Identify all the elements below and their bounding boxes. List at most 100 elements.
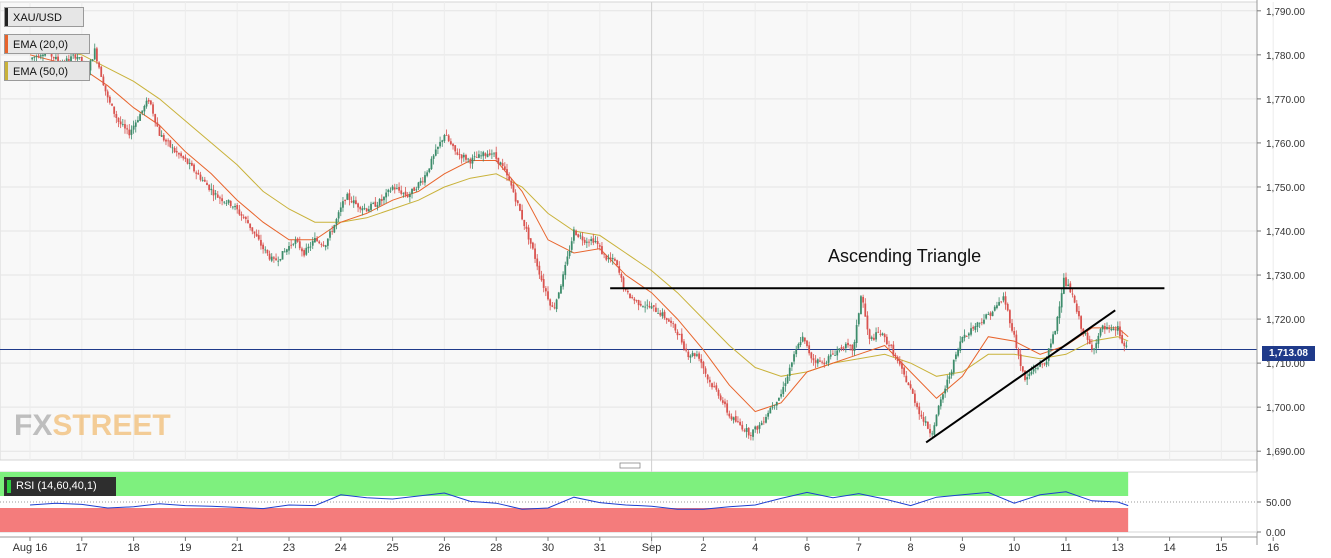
candle-body [1056,316,1059,332]
candle-body [873,337,875,340]
candle-body [646,304,649,306]
candle-body [721,400,724,403]
candle-body [147,99,150,102]
candle-body [704,368,707,374]
candle-body [240,214,243,216]
candle-body [894,354,897,357]
ema50-swatch [5,62,8,80]
candle-body [1052,334,1054,344]
candle-body [367,209,370,212]
candle-body [387,189,390,193]
candle-body [974,326,977,330]
candle-body [838,348,841,351]
candle-body [883,334,886,338]
candle-body [970,328,972,335]
candle-body [1067,284,1070,287]
price-tick-label: 1,740.00 [1266,227,1305,238]
candle-body [141,110,144,113]
symbol-legend[interactable]: XAU/USD [4,7,84,27]
candle-body [702,361,705,369]
candle-body [203,179,206,182]
candle-body [570,241,573,250]
candle-body [415,189,418,191]
candle-body [508,176,511,180]
candle-body [208,184,211,190]
candle-body [676,331,679,336]
candle-body [857,313,860,325]
ema50-legend[interactable]: EMA (50,0) [4,61,90,81]
candle-body [890,344,893,346]
price-axis: 1,690.00 1,700.00 1,710.00 1,720.00 1,730.00… [1256,0,1305,545]
candle-body [689,355,692,358]
candle-body [711,383,713,388]
candle-body [622,277,625,289]
candle-body [242,216,245,218]
time-tick-label: 11 [1060,542,1071,554]
time-tick-label: Sep [642,542,662,554]
candle-body [339,207,342,212]
candle-body [957,349,959,356]
candle-body [1112,329,1115,331]
candle-body [441,140,444,142]
candle-body [860,296,862,315]
candle-body [219,197,221,199]
candle-body [117,117,120,122]
candle-body [1121,335,1124,344]
candle-body [592,238,595,243]
price-tick-label: 1,730.00 [1266,271,1305,282]
pane-splitter-handle [619,462,641,469]
candle-body [765,417,767,423]
candle-body [996,305,998,309]
candle-body [225,202,228,204]
candle-body [998,302,1000,306]
candle-body [853,342,856,351]
candle-body [1045,361,1048,365]
candle-body [154,114,157,123]
time-tick-label: 21 [231,542,243,554]
candle-body [124,124,126,129]
rsi-legend[interactable]: RSI (14,60,40,1) [4,477,116,496]
time-tick-label: 26 [438,542,450,554]
candle-body [896,356,899,362]
candle-body [162,135,165,141]
candle-body [393,187,396,190]
candle-body [719,395,722,400]
candle-body [305,247,308,255]
candle-body [849,344,852,346]
price-tick-label: 1,760.00 [1266,139,1305,150]
ema20-legend[interactable]: EMA (20,0) [4,34,90,54]
candle-body [270,256,273,261]
candle-body [905,375,908,383]
candle-body [691,352,694,356]
candle-body [1086,332,1089,340]
candle-body [96,48,98,62]
candle-body [767,412,770,417]
candle-body [35,56,38,57]
candle-body [188,162,191,165]
candle-body [1021,366,1024,372]
candle-body [687,351,690,358]
candle-body [762,421,765,423]
candle-body [285,249,288,253]
time-tick-label: 24 [335,542,347,554]
candle-body [840,347,843,349]
candle-body [916,403,918,407]
candle-body [501,163,504,167]
candle-body [385,192,388,198]
candle-body [370,203,372,210]
candle-body [538,265,541,275]
symbol-swatch [5,8,8,26]
candle-body [180,153,182,157]
candle-body [566,256,569,265]
time-tick-label: 9 [959,542,965,554]
candle-body [542,279,545,288]
candle-body [396,187,398,189]
candle-body [173,148,176,153]
candle-body [1017,349,1020,355]
candle-body [197,172,200,175]
candle-body [1080,316,1083,329]
candle-body [31,57,34,60]
candle-body [924,421,927,423]
candle-body [901,363,903,369]
candle-body [892,344,895,356]
